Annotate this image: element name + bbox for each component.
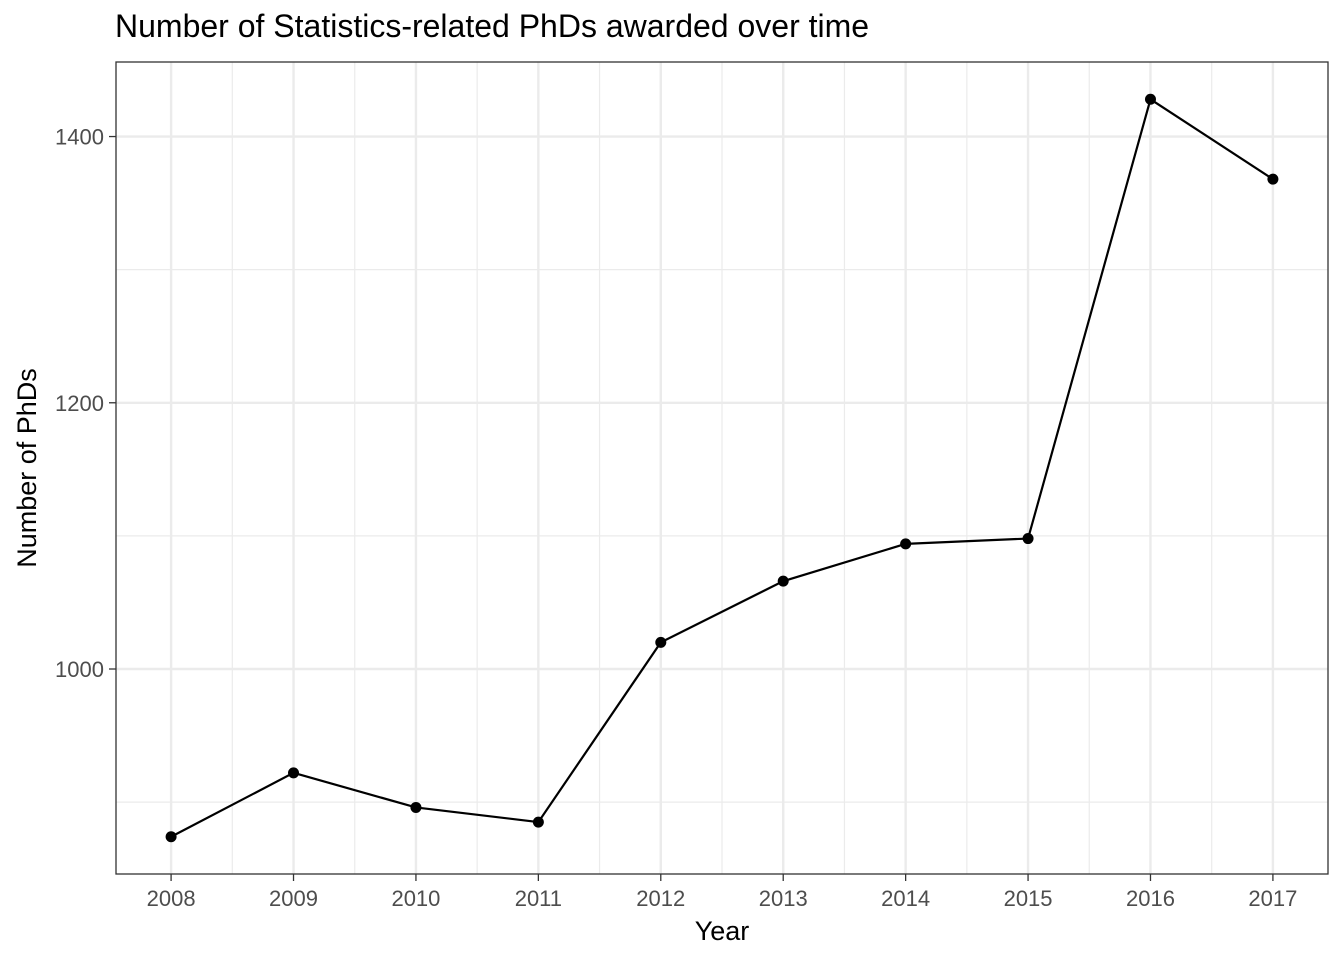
x-axis-title: Year bbox=[695, 916, 750, 946]
x-tick-label: 2010 bbox=[391, 886, 440, 911]
x-tick-label: 2012 bbox=[636, 886, 685, 911]
y-axis: 1000 1200 1400 bbox=[55, 125, 116, 682]
data-point bbox=[1022, 533, 1034, 545]
minor-gridlines bbox=[116, 62, 1328, 874]
data-point bbox=[288, 767, 300, 779]
data-point bbox=[1267, 173, 1279, 185]
data-point bbox=[165, 831, 177, 843]
data-point bbox=[410, 801, 422, 813]
chart-title: Number of Statistics-related PhDs awarde… bbox=[115, 8, 870, 44]
x-tick-label: 2017 bbox=[1248, 886, 1297, 911]
series-layer bbox=[165, 93, 1279, 843]
x-tick-label: 2013 bbox=[759, 886, 808, 911]
y-tick-label: 1000 bbox=[55, 657, 104, 682]
x-tick-label: 2008 bbox=[147, 886, 196, 911]
y-tick-label: 1200 bbox=[55, 391, 104, 416]
y-axis-title: Number of PhDs bbox=[12, 368, 42, 568]
x-tick-label: 2014 bbox=[881, 886, 930, 911]
y-tick-label: 1400 bbox=[55, 125, 104, 150]
x-tick-label: 2015 bbox=[1004, 886, 1053, 911]
series-line bbox=[170, 97, 1274, 838]
x-tick-label: 2016 bbox=[1126, 886, 1175, 911]
x-tick-label: 2011 bbox=[515, 886, 562, 911]
major-gridlines bbox=[116, 62, 1328, 874]
data-point bbox=[900, 538, 912, 550]
data-point bbox=[532, 816, 544, 828]
x-tick-label: 2009 bbox=[269, 886, 318, 911]
panel-border bbox=[115, 61, 1329, 875]
data-point bbox=[655, 636, 667, 648]
data-point bbox=[777, 575, 789, 587]
x-axis: 2008 2009 2010 2011 2012 2013 2014 2015 2016 2017 bbox=[147, 874, 1297, 911]
data-point bbox=[1144, 93, 1156, 105]
